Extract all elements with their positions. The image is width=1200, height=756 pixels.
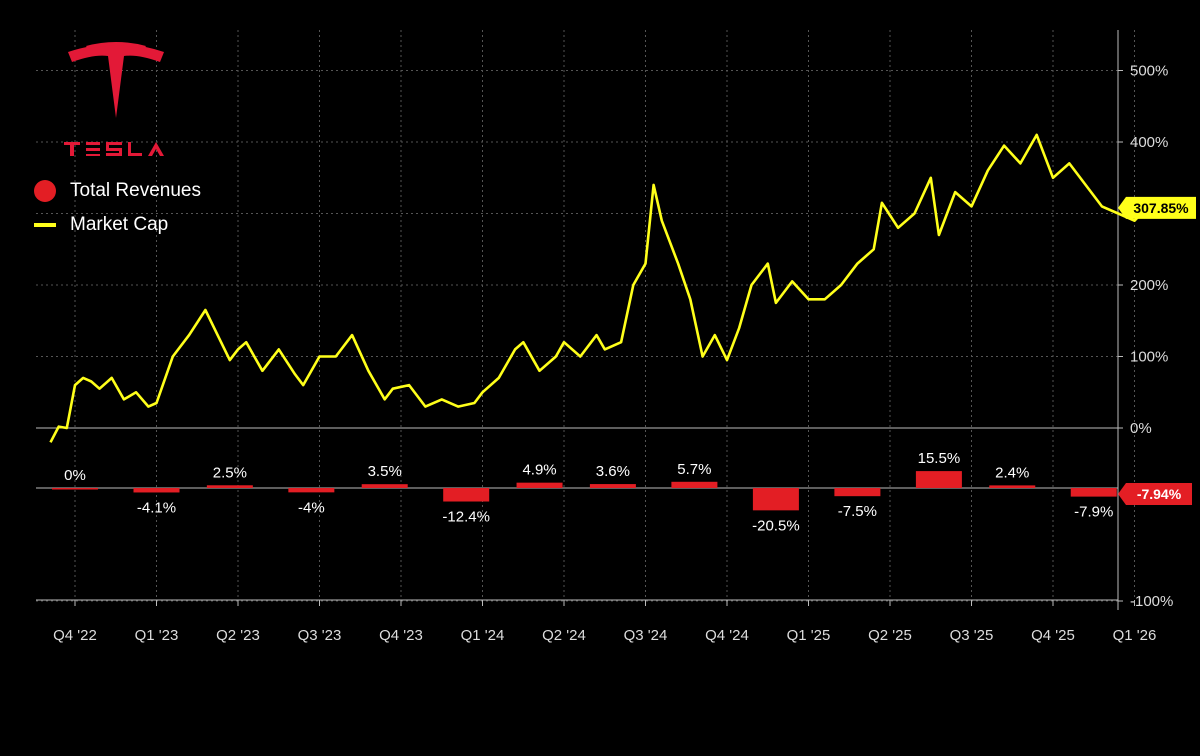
revenue-bar-label: -7.5% <box>838 503 877 520</box>
legend-item-market-cap: Market Cap <box>34 208 201 242</box>
revenue-bar-label: -20.5% <box>752 517 800 534</box>
x-tick-label: Q1 '23 <box>135 627 179 644</box>
tesla-t-icon <box>64 42 164 156</box>
tesla-logo <box>64 40 168 160</box>
legend-line-icon <box>34 223 56 227</box>
market-cap-series <box>49 133 1148 443</box>
revenue-bar <box>589 484 636 488</box>
revenue-bar <box>443 488 490 502</box>
revenue-bar <box>361 484 408 488</box>
revenue-bar-label: 2.4% <box>995 464 1029 481</box>
x-tick-label: Q1 '25 <box>787 627 831 644</box>
revenue-bars <box>52 471 1117 511</box>
revenue-bar <box>752 488 799 511</box>
y-tick-label: 400% <box>1130 134 1168 151</box>
revenue-bar-labels: 0% -4.1% 2.5% -4% 3.5% -12.4% 4.9% 3.6% 5.7% -20.… <box>64 450 1113 534</box>
market-cap-last-value: 307.85% <box>1133 200 1189 216</box>
x-tick-label: Q3 '23 <box>298 627 342 644</box>
legend: Total Revenues Market Cap <box>34 174 201 242</box>
revenue-bar <box>516 482 563 488</box>
y-axis-ticks: 500% 400% 200% 100% 0% -100% <box>1118 63 1173 610</box>
revenue-bar <box>915 471 962 488</box>
legend-dot-icon <box>34 180 56 202</box>
x-tick-label: Q2 '23 <box>216 627 260 644</box>
revenue-bar <box>288 488 335 493</box>
revenue-bar-label: -4.1% <box>137 499 176 516</box>
revenue-bar-label: 5.7% <box>677 461 711 478</box>
revenue-callout-badge <box>1118 483 1192 505</box>
y-tick-label: 200% <box>1130 277 1168 294</box>
legend-label: Total Revenues <box>70 180 201 201</box>
legend-label: Market Cap <box>70 214 169 235</box>
x-tick-label: Q4 '23 <box>379 627 423 644</box>
revenue-bar <box>1070 488 1117 497</box>
revenue-bar <box>989 485 1036 488</box>
revenue-bar <box>52 488 98 490</box>
revenue-bar-label: 15.5% <box>918 450 961 467</box>
revenue-last-value: -7.94% <box>1137 486 1182 502</box>
tesla-wordmark-icon <box>64 142 164 156</box>
revenue-bar <box>834 488 881 497</box>
x-tick-label: Q1 '24 <box>461 627 505 644</box>
x-axis-ticks: Q4 '22 Q1 '23 Q2 '23 Q3 '23 Q4 '23 Q1 '24 Q2 '… <box>53 600 1156 644</box>
revenue-bar <box>671 481 718 488</box>
revenue-bar-label: 2.5% <box>213 464 247 481</box>
x-tick-label: Q2 '24 <box>542 627 586 644</box>
last-value-callouts: 307.85% -7.94% <box>1118 196 1196 505</box>
revenue-bar-label: -4% <box>298 499 325 516</box>
revenue-bar-label: -12.4% <box>442 509 490 526</box>
y-tick-label: 0% <box>1130 420 1152 437</box>
x-tick-label: Q3 '24 <box>624 627 668 644</box>
revenue-bar-label: 3.6% <box>596 463 630 480</box>
x-tick-label: Q4 '22 <box>53 627 97 644</box>
x-tick-label: Q1 '26 <box>1113 627 1157 644</box>
revenue-bar-label: -7.9% <box>1074 504 1113 521</box>
y-tick-label: 500% <box>1130 63 1168 80</box>
x-tick-label: Q4 '25 <box>1031 627 1075 644</box>
revenue-bar-label: 4.9% <box>522 462 556 479</box>
x-tick-label: Q3 '25 <box>950 627 994 644</box>
revenue-bar-label: 3.5% <box>368 463 402 480</box>
revenue-bar <box>133 488 180 493</box>
grid-lines <box>36 30 1135 610</box>
market-cap-callout-badge <box>1118 196 1196 219</box>
x-tick-label: Q2 '25 <box>868 627 912 644</box>
legend-item-total-revenues: Total Revenues <box>34 174 201 208</box>
revenue-bar-label: 0% <box>64 467 86 484</box>
revenue-bar <box>206 485 253 488</box>
y-tick-label: 100% <box>1130 349 1168 366</box>
x-tick-label: Q4 '24 <box>705 627 749 644</box>
y-tick-label: -100% <box>1130 593 1173 610</box>
market-cap-line <box>49 133 1148 443</box>
